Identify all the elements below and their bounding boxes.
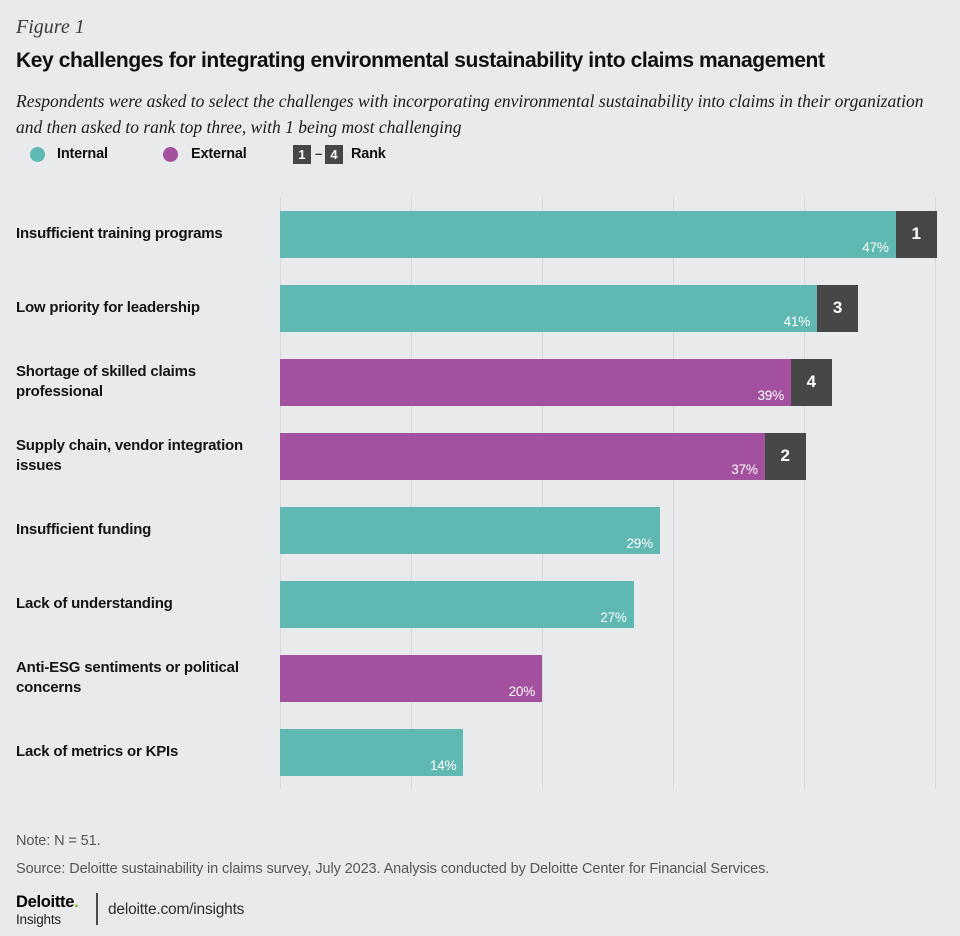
gridline	[804, 197, 805, 789]
gridline	[542, 197, 543, 789]
figure-label: Figure 1	[16, 16, 85, 38]
legend-internal-label: Internal	[57, 146, 108, 162]
chart-row: Lack of metrics or KPIs 14%	[0, 715, 960, 789]
plot-area: Insufficient training programs 47% 1 Low pr…	[0, 197, 960, 789]
deloitte-insights-logo: Deloitte. Insights	[16, 894, 79, 927]
gridline	[935, 197, 936, 789]
rank-dash: –	[315, 146, 323, 161]
category-label: Shortage of skilled claims professional	[16, 363, 196, 400]
gridline	[673, 197, 674, 789]
category-label: Low priority for leadership	[16, 299, 200, 317]
chart-subtitle: Respondents were asked to select the cha…	[16, 88, 948, 141]
category-label: Lack of metrics or KPIs	[16, 743, 179, 761]
chart-row: Low priority for leadership 41% 3	[0, 271, 960, 345]
bar-external: 39% 4	[280, 358, 832, 406]
category-label: Supply chain, vendor integration issues	[16, 437, 243, 474]
bar-value-label: 14%	[429, 757, 457, 773]
bar-value-label: 39%	[757, 387, 784, 403]
bar-value-label: 37%	[731, 461, 758, 477]
legend-external-label: External	[191, 146, 247, 162]
rank-max-badge: 4	[325, 145, 343, 164]
bar-internal: 27%	[280, 580, 634, 628]
chart-row: Lack of understanding 27%	[0, 567, 960, 641]
bar-internal: 29%	[280, 506, 660, 554]
logo-insights-label: Insights	[16, 912, 61, 927]
rank-badge: 1	[895, 210, 937, 258]
bar-external: 37% 2	[280, 432, 806, 480]
gridline	[280, 197, 281, 789]
category-label: Insufficient training programs	[16, 225, 223, 243]
bar-internal: 41% 3	[280, 284, 859, 332]
chart-subtitle-line1: Respondents were asked to select the cha…	[16, 91, 924, 111]
note-text: Note: N = 51.	[16, 833, 101, 849]
category-label: Lack of understanding	[16, 595, 173, 613]
rank-min-badge: 1	[293, 145, 311, 164]
bar-internal: 14%	[280, 728, 464, 776]
bar-value-label: 41%	[783, 313, 811, 329]
gridlines	[280, 197, 936, 789]
bar-value-label: 47%	[862, 239, 889, 255]
chart-row: Insufficient training programs 47% 1	[0, 197, 960, 271]
bar-external: 20%	[280, 654, 542, 702]
bar-value-label: 20%	[508, 683, 536, 699]
bar-internal: 47% 1	[280, 210, 937, 258]
chart-row: Supply chain, vendor integration issues 3…	[0, 419, 960, 493]
logo-divider	[96, 893, 98, 925]
rank-badge: 4	[790, 358, 832, 406]
external-swatch-icon	[163, 147, 178, 162]
rank-badge: 2	[764, 432, 806, 480]
chart-subtitle-line2: and then asked to rank top three, with 1…	[16, 117, 462, 138]
deloitte-insights-link[interactable]: deloitte.com/insights	[108, 901, 245, 918]
source-text: Source: Deloitte sustainability in claim…	[16, 861, 770, 877]
legend: Internal External 1 – 4 Rank	[0, 145, 960, 165]
logo-green-dot-icon: .	[74, 893, 79, 911]
rank-badge: 3	[817, 284, 859, 332]
chart-title: Key challenges for integrating environme…	[16, 49, 825, 72]
category-label: Insufficient funding	[16, 521, 152, 539]
category-label: Anti-ESG sentiments or political concern…	[16, 659, 239, 696]
chart-row: Insufficient funding 29%	[0, 493, 960, 567]
internal-swatch-icon	[30, 147, 45, 162]
chart-row: Shortage of skilled claims professional 3…	[0, 345, 960, 419]
chart-row: Anti-ESG sentiments or political concern…	[0, 641, 960, 715]
logo-wordmark: Deloitte	[16, 893, 75, 911]
bar-value-label: 27%	[600, 609, 627, 625]
legend-rank-label: Rank	[351, 146, 386, 162]
bar-value-label: 29%	[626, 535, 653, 551]
chart-rows: Insufficient training programs 47% 1 Low pr…	[0, 197, 960, 789]
gridline	[411, 197, 412, 789]
